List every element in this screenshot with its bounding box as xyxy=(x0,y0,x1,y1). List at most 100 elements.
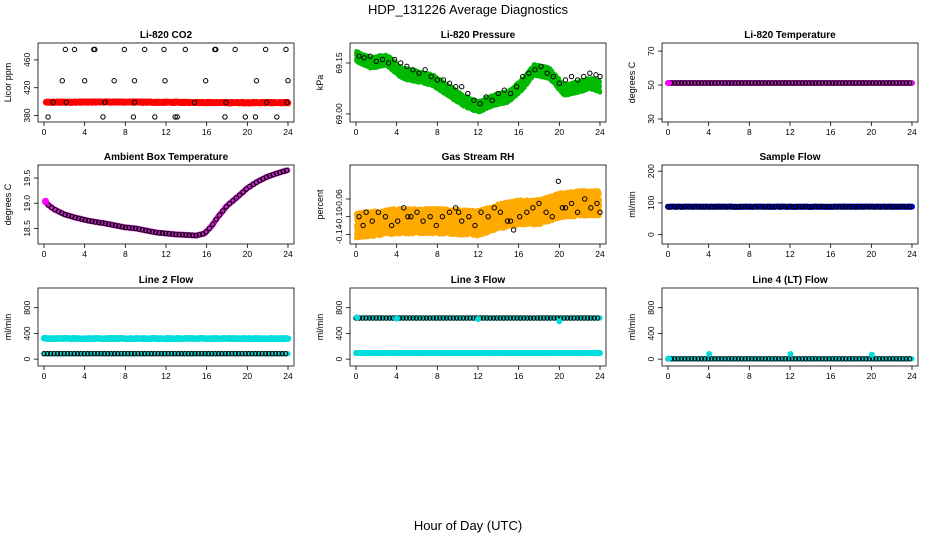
data-point xyxy=(410,67,416,73)
x-tick-label: 12 xyxy=(161,249,171,259)
data-point xyxy=(873,80,879,86)
data-point xyxy=(581,73,587,80)
data-point xyxy=(556,80,563,87)
x-tick-label: 20 xyxy=(867,127,877,137)
data-point xyxy=(776,80,782,86)
x-tick-label: 16 xyxy=(202,249,212,259)
x-tick-label: 24 xyxy=(283,249,293,259)
data-point xyxy=(182,46,189,53)
data-point xyxy=(749,80,755,86)
figure-title: HDP_131226 Average Diagnostics xyxy=(368,2,568,17)
data-point xyxy=(822,80,829,86)
data-point xyxy=(152,114,158,120)
data-point xyxy=(544,70,550,76)
data-point xyxy=(202,78,209,84)
data-point xyxy=(477,101,483,107)
data-point xyxy=(695,80,701,86)
data-point xyxy=(819,80,826,86)
data-point xyxy=(856,80,862,86)
data-point xyxy=(816,80,822,86)
x-tick-label: 8 xyxy=(123,127,128,137)
data-point xyxy=(863,80,869,86)
x-tick-label: 24 xyxy=(283,127,293,137)
data-point xyxy=(253,78,260,84)
data-point xyxy=(81,78,88,84)
x-tick-label: 12 xyxy=(473,127,483,137)
data-point xyxy=(489,97,495,104)
plot-area xyxy=(354,48,603,115)
data-point xyxy=(853,80,859,86)
data-point xyxy=(896,80,903,86)
plot-area xyxy=(665,80,915,87)
data-point xyxy=(507,90,514,97)
data-point xyxy=(131,99,138,106)
data-point xyxy=(597,89,602,94)
y-tick-label: 19.0 xyxy=(22,195,32,212)
x-tick-label: 4 xyxy=(82,249,87,259)
panel-title: Li-820 Pressure xyxy=(441,30,516,41)
data-point xyxy=(809,80,815,86)
data-point xyxy=(812,80,819,86)
data-point xyxy=(890,80,896,86)
data-point xyxy=(501,87,508,93)
data-point xyxy=(672,80,678,86)
y-axis-label: kPa xyxy=(315,75,325,91)
data-point xyxy=(802,80,809,86)
series-3 xyxy=(665,80,672,87)
data-point xyxy=(428,73,434,80)
data-point xyxy=(903,80,909,86)
x-tick-label: 20 xyxy=(243,127,253,137)
x-tick-label: 8 xyxy=(435,127,440,137)
data-point xyxy=(688,80,695,86)
data-point xyxy=(752,80,758,86)
data-point xyxy=(63,99,70,106)
data-point xyxy=(698,80,705,86)
data-point xyxy=(836,80,842,86)
x-tick-label: 24 xyxy=(907,127,917,137)
data-point xyxy=(759,80,765,86)
y-tick-label: 19.5 xyxy=(22,170,32,187)
data-point xyxy=(893,80,899,86)
data-point xyxy=(285,78,291,84)
data-point xyxy=(538,63,544,70)
data-point xyxy=(162,78,168,84)
data-point xyxy=(762,80,768,86)
data-point xyxy=(283,46,289,53)
data-point xyxy=(274,114,280,120)
data-point xyxy=(799,80,805,86)
data-point xyxy=(739,80,745,86)
data-point xyxy=(782,80,789,86)
data-point xyxy=(45,114,51,120)
data-point xyxy=(806,80,812,86)
data-point xyxy=(678,80,685,86)
data-point xyxy=(869,80,876,86)
x-tick-label: 12 xyxy=(785,127,795,137)
data-point xyxy=(562,77,569,83)
data-point xyxy=(705,80,711,86)
data-point xyxy=(900,80,906,86)
data-point xyxy=(796,80,802,86)
data-point xyxy=(59,78,65,84)
y-tick-label: 69.00 xyxy=(334,103,344,125)
data-point xyxy=(361,55,367,61)
data-point xyxy=(141,46,148,53)
data-point xyxy=(712,80,718,86)
y-tick-label: 70 xyxy=(646,46,656,56)
data-point xyxy=(745,80,752,86)
data-point xyxy=(459,84,465,90)
x-tick-label: 20 xyxy=(243,249,253,259)
data-point xyxy=(373,58,380,64)
data-point xyxy=(71,46,78,53)
data-point xyxy=(223,99,229,106)
y-tick-label: 69.15 xyxy=(334,52,344,74)
series-2 xyxy=(665,80,913,86)
data-point xyxy=(833,80,839,86)
data-point xyxy=(880,80,886,86)
data-point xyxy=(886,80,893,86)
plot-area xyxy=(42,167,291,239)
data-point xyxy=(692,80,698,86)
